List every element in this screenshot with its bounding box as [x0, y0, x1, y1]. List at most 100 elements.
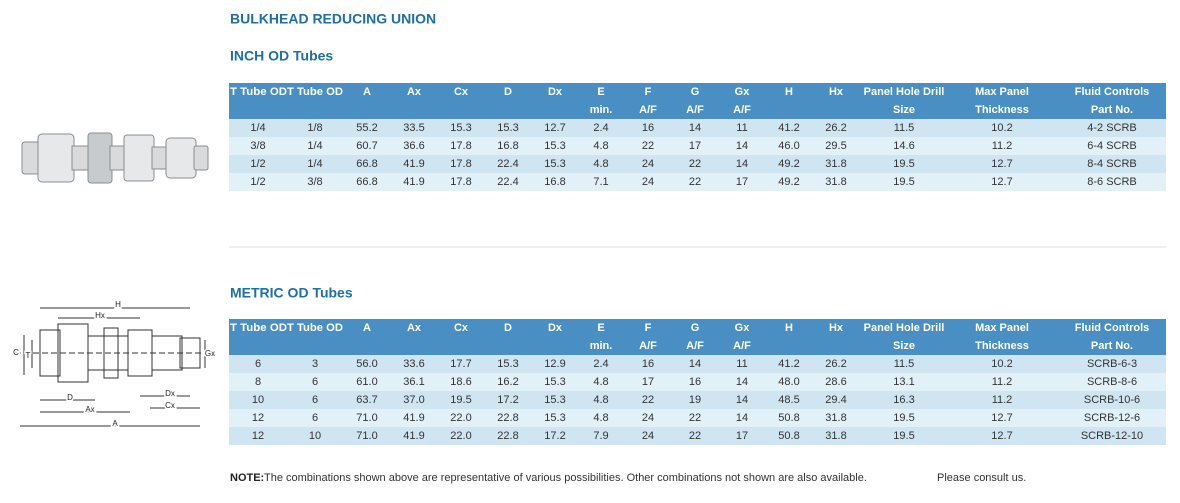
table-cell: 22.4: [497, 158, 518, 170]
table-cell: 55.2: [356, 122, 377, 134]
section-heading: METRIC OD Tubes: [230, 285, 353, 301]
table-cell: 46.0: [778, 140, 799, 152]
table-row-bg: [229, 137, 1166, 155]
table-cell: 56.0: [356, 358, 377, 370]
table-row-bg: [229, 427, 1166, 445]
table-header: Gx: [735, 322, 751, 334]
table-cell: 12.9: [544, 358, 565, 370]
table-header: A/F: [686, 340, 704, 352]
product-photo: [21, 132, 209, 184]
table-cell: 1/2: [250, 176, 265, 188]
table-cell: 3/8: [307, 176, 322, 188]
table-cell: 2.4: [593, 358, 608, 370]
table-cell: 63.7: [356, 394, 377, 406]
table-cell: 14: [736, 158, 748, 170]
table-cell: 22: [689, 412, 701, 424]
table-cell: 24: [642, 412, 654, 424]
table-header: Hx: [829, 322, 844, 334]
table-cell: 50.8: [778, 412, 799, 424]
table-cell: 31.8: [825, 158, 846, 170]
table-header: Hx: [829, 86, 844, 98]
table-header: A/F: [639, 104, 657, 116]
table-cell: 1/4: [307, 140, 322, 152]
table-cell: 14.6: [893, 140, 914, 152]
table-cell: 16.8: [544, 176, 565, 188]
table-cell: 8-6 SCRB: [1087, 176, 1137, 188]
table-header: Fluid Controls: [1075, 322, 1150, 334]
table-cell: 41.2: [778, 358, 799, 370]
table-header: D: [504, 322, 512, 334]
table-cell: 11.2: [992, 140, 1013, 152]
table-cell: 18.6: [450, 376, 471, 388]
table-cell: 14: [736, 394, 748, 406]
table-cell: 12.7: [991, 412, 1012, 424]
table-cell: 61.0: [356, 376, 377, 388]
table-header: Part No.: [1091, 104, 1133, 116]
table-header: Part No.: [1091, 340, 1133, 352]
table-header: H: [785, 322, 793, 334]
table-cell: 12.7: [544, 122, 565, 134]
table-cell: 29.4: [825, 394, 846, 406]
table-cell: 19: [689, 394, 701, 406]
diagram-label: A: [112, 419, 118, 428]
table-cell: 50.8: [778, 430, 799, 442]
table-cell: 41.9: [403, 158, 424, 170]
table-cell: 8: [255, 376, 261, 388]
table-cell: 29.5: [825, 140, 846, 152]
table-cell: 2.4: [593, 122, 608, 134]
table-cell: 11.5: [894, 358, 915, 370]
table-cell: 71.0: [356, 412, 377, 424]
table-cell: 16.8: [497, 140, 518, 152]
table-cell: 17.7: [450, 358, 471, 370]
table-header: Size: [893, 340, 915, 352]
table-header: Thickness: [975, 104, 1029, 116]
table-header: min.: [590, 104, 613, 116]
table-cell: 1/4: [307, 158, 322, 170]
table-cell: 6: [312, 412, 318, 424]
table-cell: 22: [689, 176, 701, 188]
diagram-label: H: [115, 300, 121, 309]
table-cell: 10.2: [991, 122, 1012, 134]
table-cell: 37.0: [403, 394, 424, 406]
table-cell: 71.0: [356, 430, 377, 442]
table-cell: 16.3: [893, 394, 914, 406]
table-cell: 11.2: [992, 394, 1013, 406]
diagram-label: Cx: [165, 401, 175, 410]
table-cell: 24: [642, 176, 654, 188]
table-cell: 12.7: [991, 158, 1012, 170]
table-cell: 6: [312, 376, 318, 388]
table-cell: 10: [252, 394, 264, 406]
table-header: Dx: [548, 86, 563, 98]
table-cell: 11: [736, 358, 747, 370]
table-header: Max Panel: [975, 86, 1029, 98]
table-header: A/F: [639, 340, 657, 352]
note-label: NOTE:: [230, 472, 264, 484]
table-header-bg: [229, 319, 1166, 355]
table-header: F: [645, 86, 652, 98]
table-header: A: [363, 86, 371, 98]
table-cell: 12: [252, 430, 264, 442]
table-header: E: [597, 86, 604, 98]
table-header: Thickness: [975, 340, 1029, 352]
table-cell: 22.8: [497, 430, 518, 442]
table-header: T Tube OD: [287, 322, 343, 334]
table-cell: 14: [736, 376, 748, 388]
table-cell: 31.8: [825, 176, 846, 188]
table-cell: 22: [689, 430, 701, 442]
table-cell: 36.1: [403, 376, 424, 388]
table-header: G: [691, 86, 700, 98]
table-cell: 15.3: [497, 122, 518, 134]
table-header: A/F: [733, 340, 751, 352]
table-cell: 16: [642, 122, 654, 134]
table-cell: 19.5: [893, 158, 914, 170]
table-cell: 17: [689, 140, 701, 152]
table-cell: 17.2: [497, 394, 518, 406]
table-cell: 14: [736, 412, 748, 424]
table-header: Dx: [548, 322, 563, 334]
table-cell: SCRB-6-3: [1087, 358, 1137, 370]
diagram-label: Dx: [165, 389, 175, 398]
table-cell: 15.3: [544, 394, 565, 406]
table-cell: 17: [642, 376, 654, 388]
table-row-bg: [229, 119, 1166, 137]
